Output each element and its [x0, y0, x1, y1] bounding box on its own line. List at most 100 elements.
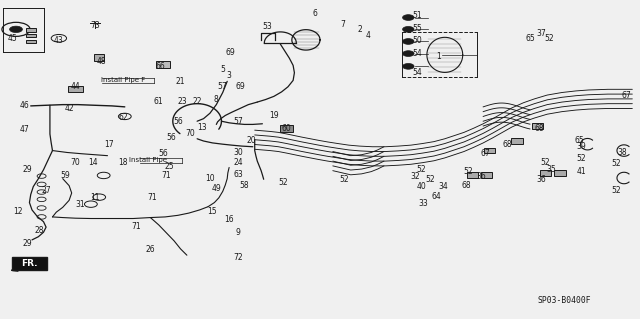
Text: 64: 64: [431, 192, 442, 201]
Text: 37: 37: [536, 29, 546, 38]
Text: 56: 56: [173, 117, 183, 126]
Text: 66: 66: [155, 62, 165, 71]
Text: 48: 48: [96, 57, 106, 66]
Text: 59: 59: [60, 171, 70, 180]
Text: 40: 40: [416, 182, 426, 191]
Circle shape: [10, 26, 22, 33]
Text: 6: 6: [312, 9, 317, 18]
Text: 41: 41: [576, 167, 586, 176]
Text: 73: 73: [90, 21, 100, 30]
Text: 47: 47: [19, 125, 29, 134]
Text: 54: 54: [412, 49, 422, 58]
Text: 1: 1: [436, 52, 441, 61]
Bar: [511, 138, 523, 144]
Text: 52: 52: [339, 175, 349, 184]
Bar: [68, 86, 83, 92]
Text: 28: 28: [35, 226, 44, 235]
Text: 61: 61: [154, 97, 164, 106]
Text: 65: 65: [574, 137, 584, 145]
Text: 72: 72: [233, 253, 243, 262]
Text: 35: 35: [547, 165, 557, 174]
Text: 13: 13: [196, 123, 207, 132]
Text: 67: 67: [621, 91, 631, 100]
Text: 4: 4: [365, 31, 371, 40]
Text: Install Pipe F: Install Pipe F: [100, 78, 145, 83]
Text: 39: 39: [576, 142, 586, 151]
Bar: [554, 170, 566, 176]
Bar: [26, 40, 36, 43]
Text: Install Pipe: Install Pipe: [129, 157, 168, 163]
Text: 51: 51: [412, 11, 422, 20]
Text: 3: 3: [227, 71, 232, 80]
Text: 53: 53: [262, 22, 273, 31]
Text: SP03-B0400F: SP03-B0400F: [538, 296, 591, 305]
Text: 22: 22: [193, 97, 202, 106]
Text: 17: 17: [104, 140, 114, 149]
Bar: [26, 34, 36, 37]
Text: 36: 36: [476, 172, 486, 181]
Text: 55: 55: [412, 24, 422, 33]
Text: 11: 11: [90, 193, 99, 202]
Text: 29: 29: [22, 165, 32, 174]
Text: 8: 8: [214, 95, 219, 104]
Text: 31: 31: [75, 200, 85, 209]
Text: FR.: FR.: [21, 259, 38, 268]
Text: 69: 69: [225, 48, 236, 57]
Circle shape: [403, 15, 414, 20]
Text: 57: 57: [233, 117, 243, 126]
Text: 52: 52: [576, 154, 586, 163]
Text: 71: 71: [161, 171, 172, 180]
Text: 71: 71: [131, 222, 141, 231]
Text: 68: 68: [502, 140, 512, 149]
Text: 25: 25: [164, 162, 175, 171]
Text: 43: 43: [54, 36, 64, 45]
Text: 2: 2: [357, 25, 362, 34]
Text: 52: 52: [416, 165, 426, 174]
Bar: [484, 148, 495, 153]
Bar: [481, 172, 492, 178]
Circle shape: [403, 39, 414, 44]
Text: 20: 20: [246, 136, 256, 145]
Circle shape: [403, 26, 414, 32]
Text: 70: 70: [185, 129, 195, 138]
Text: 69: 69: [235, 82, 245, 91]
Text: 9: 9: [236, 228, 241, 237]
Text: 62: 62: [118, 113, 129, 122]
Text: 52: 52: [540, 158, 550, 167]
Text: 52: 52: [544, 34, 554, 43]
Text: 29: 29: [22, 239, 32, 248]
Text: 16: 16: [224, 215, 234, 224]
Bar: [280, 125, 293, 132]
Text: 56: 56: [166, 133, 177, 142]
Text: 7: 7: [340, 20, 345, 29]
Text: 44: 44: [70, 82, 81, 91]
Text: 49: 49: [211, 184, 221, 193]
Text: 52: 52: [611, 186, 621, 195]
Text: 52: 52: [463, 167, 474, 176]
Text: 52: 52: [278, 178, 288, 187]
Bar: [156, 61, 170, 68]
Text: 18: 18: [118, 158, 127, 167]
Text: 56: 56: [158, 149, 168, 158]
Text: 50: 50: [412, 36, 422, 45]
Text: 63: 63: [233, 170, 243, 179]
Text: 46: 46: [19, 101, 29, 110]
Text: 54: 54: [412, 68, 422, 77]
Text: 68: 68: [461, 181, 471, 189]
Text: 68: 68: [534, 124, 544, 133]
Bar: [532, 123, 543, 129]
Bar: [540, 170, 551, 176]
Text: 52: 52: [425, 175, 435, 184]
Bar: [95, 54, 104, 61]
Bar: [467, 172, 478, 178]
Text: 57: 57: [218, 82, 228, 91]
Text: 15: 15: [207, 207, 218, 216]
Text: 30: 30: [233, 148, 243, 157]
Text: 10: 10: [205, 174, 215, 183]
Text: 5: 5: [220, 65, 225, 74]
Text: 32: 32: [410, 172, 420, 181]
Text: 36: 36: [536, 175, 546, 184]
Text: 19: 19: [269, 111, 279, 120]
Bar: [26, 28, 36, 32]
Text: 33: 33: [419, 199, 429, 208]
